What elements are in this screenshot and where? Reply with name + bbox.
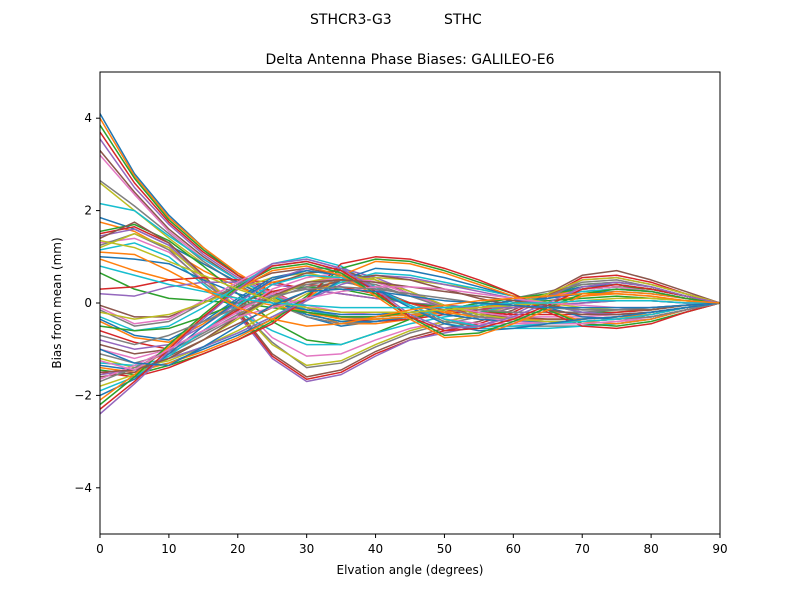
x-tick-label: 30 <box>299 542 314 556</box>
x-axis-label: Elvation angle (degrees) <box>337 563 484 577</box>
series-line-s60 <box>100 265 720 309</box>
figure-suptitle-left: STHCR3-G3 <box>310 12 392 28</box>
y-tick-label: 0 <box>84 296 92 310</box>
series-line-s62 <box>100 251 720 327</box>
series-line-s61 <box>100 288 720 367</box>
x-tick-label: 0 <box>96 542 104 556</box>
x-tick-label: 50 <box>437 542 452 556</box>
x-tick-label: 80 <box>643 542 658 556</box>
x-tick-label: 70 <box>575 542 590 556</box>
x-axis: 0 10 20 30 40 50 60 70 80 90 <box>96 534 728 556</box>
y-tick-label: 4 <box>84 111 92 125</box>
series-line-s59 <box>100 239 720 313</box>
y-axis: −4 −2 0 2 4 <box>74 111 100 495</box>
series-line-s44 <box>100 256 720 378</box>
series-line-s58 <box>100 286 720 346</box>
y-tick-label: 2 <box>84 204 92 218</box>
series-line-s42 <box>100 260 720 374</box>
y-tick-label: −4 <box>74 481 92 495</box>
series-line-s54 <box>100 260 720 410</box>
x-tick-label: 10 <box>161 542 176 556</box>
x-tick-label: 20 <box>230 542 245 556</box>
y-tick-label: −2 <box>74 388 92 402</box>
series-layer <box>100 113 720 415</box>
series-line-s55 <box>100 258 720 415</box>
x-tick-label: 40 <box>368 542 383 556</box>
chart-title: Delta Antenna Phase Biases: GALILEO-E6 <box>265 52 554 68</box>
figure-suptitle-right: STHC <box>444 12 482 28</box>
y-axis-label: Bias from mean (mm) <box>50 237 64 368</box>
x-tick-label: 60 <box>506 542 521 556</box>
x-tick-label: 90 <box>712 542 727 556</box>
